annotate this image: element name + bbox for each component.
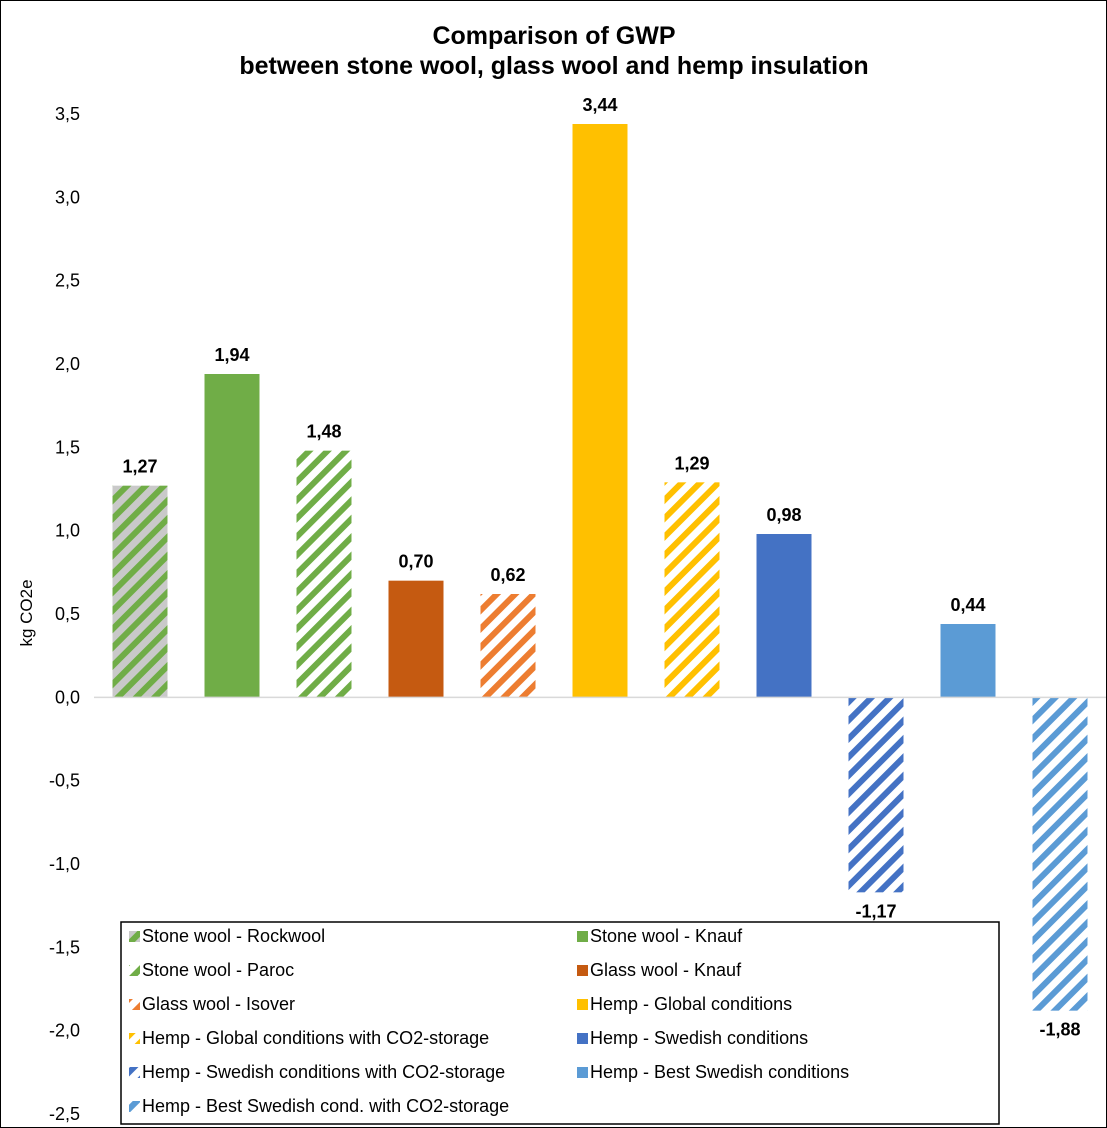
y-axis-ticks: 3,5 3,0 2,5 2,0 1,5 1,0 0,5 0,0 -0,5 -1,0 -1,5 -2,0… [49, 104, 80, 1124]
bars-group [112, 124, 1088, 1011]
y-tick-label: -2,5 [49, 1104, 80, 1124]
y-axis-label: kg CO2e [17, 579, 36, 646]
bar-value-label: 0,98 [766, 505, 801, 525]
bar-value-label: 0,70 [398, 552, 433, 572]
chart-title: Comparison of GWP [432, 22, 675, 50]
y-tick-label: 0,0 [55, 687, 80, 707]
bar-value-label: -1,88 [1039, 1020, 1080, 1040]
bar-value-label: 1,27 [122, 457, 157, 477]
bar-1 [112, 485, 168, 698]
legend-item: Hemp - Swedish conditions [577, 1028, 808, 1048]
y-tick-label: -2,0 [49, 1021, 80, 1041]
legend-item: Hemp - Global conditions with CO2-storag… [129, 1028, 489, 1048]
legend-label: Hemp - Best Swedish conditions [590, 1062, 849, 1082]
legend-swatch [129, 999, 140, 1010]
y-tick-label: 3,5 [55, 104, 80, 124]
legend-label: Glass wool - Isover [142, 994, 295, 1014]
legend-item: Hemp - Swedish conditions with CO2-stora… [129, 1062, 505, 1082]
y-tick-label: 0,5 [55, 604, 80, 624]
y-tick-label: 3,0 [55, 187, 80, 207]
legend-swatch [129, 1101, 140, 1112]
legend-item: Stone wool - Knauf [577, 926, 743, 946]
y-tick-label: -1,0 [49, 854, 80, 874]
legend-label: Glass wool - Knauf [590, 960, 742, 980]
legend-item: Glass wool - Knauf [577, 960, 742, 980]
legend-label: Stone wool - Rockwool [142, 926, 325, 946]
legend-swatch [577, 999, 588, 1010]
bar-value-label: 1,48 [306, 422, 341, 442]
legend-item: Glass wool - Isover [129, 994, 295, 1014]
legend: Stone wool - Rockwool Stone wool - Knauf S… [120, 921, 1000, 1125]
y-tick-label: 2,0 [55, 354, 80, 374]
legend-box [120, 921, 1000, 1125]
bar-4 [388, 580, 444, 698]
bar-value-label: 1,29 [674, 453, 709, 473]
chart-subtitle: between stone wool, glass wool and hemp … [239, 52, 868, 80]
legend-swatch [129, 1067, 140, 1078]
legend-label: Hemp - Global conditions [590, 994, 792, 1014]
bar-9 [848, 697, 904, 893]
legend-swatch [129, 1033, 140, 1044]
legend-swatch [129, 965, 140, 976]
bar-8 [756, 534, 812, 698]
bar-value-label: -1,17 [855, 901, 896, 921]
y-tick-label: -1,5 [49, 937, 80, 957]
legend-label: Hemp - Best Swedish cond. with CO2-stora… [142, 1096, 509, 1116]
bar-value-label: 1,94 [214, 345, 249, 365]
legend-swatch [577, 1033, 588, 1044]
legend-item: Stone wool - Rockwool [129, 926, 325, 946]
legend-swatch [129, 931, 140, 942]
bar-3 [296, 450, 352, 698]
bar-5 [480, 594, 536, 698]
legend-label: Hemp - Swedish conditions [590, 1028, 808, 1048]
legend-label: Hemp - Swedish conditions with CO2-stora… [142, 1062, 505, 1082]
legend-item: Hemp - Global conditions [577, 994, 792, 1014]
bar-11 [1032, 697, 1088, 1011]
bar-2 [204, 374, 260, 698]
legend-item: Hemp - Best Swedish cond. with CO2-stora… [129, 1096, 509, 1116]
y-tick-label: 1,5 [55, 437, 80, 457]
y-tick-label: -0,5 [49, 771, 80, 791]
legend-swatch [577, 965, 588, 976]
legend-label: Stone wool - Knauf [590, 926, 743, 946]
legend-item: Stone wool - Paroc [129, 960, 294, 980]
legend-swatch [577, 1067, 588, 1078]
value-labels-group: 1,27 1,94 1,48 0,70 0,62 3,44 1,29 0,98 -1,17 0,4… [122, 95, 1080, 1040]
y-tick-label: 1,0 [55, 521, 80, 541]
y-tick-label: 2,5 [55, 271, 80, 291]
legend-label: Hemp - Global conditions with CO2-storag… [142, 1028, 489, 1048]
bar-7 [664, 482, 720, 698]
legend-label: Stone wool - Paroc [142, 960, 294, 980]
bar-value-label: 0,62 [490, 565, 525, 585]
bar-value-label: 3,44 [582, 95, 617, 115]
bar-6 [572, 124, 628, 698]
legend-swatch [577, 931, 588, 942]
legend-item: Hemp - Best Swedish conditions [577, 1062, 849, 1082]
bar-10 [940, 624, 996, 698]
bar-value-label: 0,44 [950, 595, 985, 615]
